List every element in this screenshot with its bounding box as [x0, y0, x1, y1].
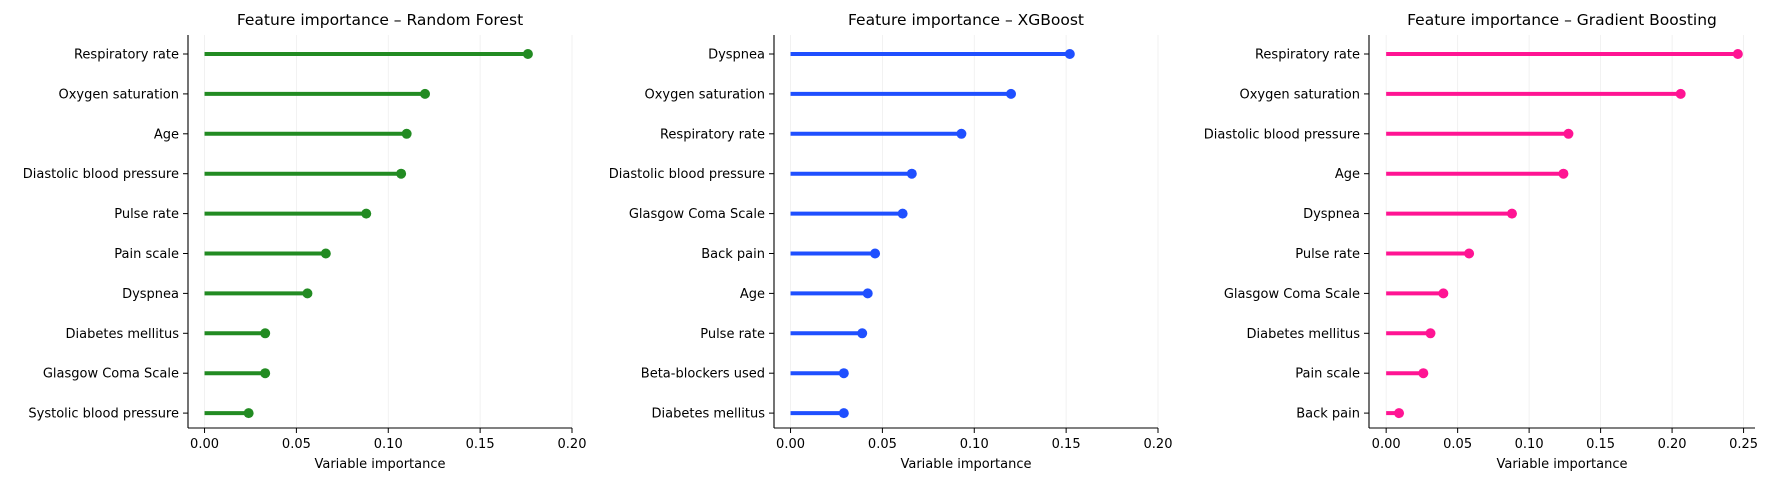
lollipop-dot	[1438, 288, 1449, 299]
x-tick-label: 0.00	[190, 437, 219, 452]
lollipop-dot	[1558, 168, 1569, 179]
y-tick-label: Systolic blood pressure	[28, 407, 179, 422]
chart-title: Feature importance – Random Forest	[237, 11, 523, 29]
lollipop-dot	[870, 248, 881, 259]
lollipop-dot	[906, 168, 917, 179]
y-tick-label: Dyspnea	[1303, 207, 1360, 222]
y-tick-label: Age	[1335, 167, 1360, 182]
lollipop-dot	[857, 328, 868, 339]
x-tick-label: 0.15	[1052, 437, 1081, 452]
y-tick-label: Diabetes mellitus	[66, 327, 180, 342]
chart-panel-0: Feature importance – Random Forest 0.00 0.…	[23, 11, 587, 472]
lollipop-dot	[1563, 128, 1574, 139]
y-tick-label: Pulse rate	[1295, 247, 1360, 262]
x-tick-label: 0.20	[1144, 437, 1173, 452]
y-tick-label: Back pain	[701, 247, 765, 262]
lollipop-dot	[838, 408, 849, 419]
lollipop-dot	[260, 328, 271, 339]
lollipop-dot	[260, 368, 271, 379]
y-tick-label: Back pain	[1296, 407, 1360, 422]
x-tick-label: 0.10	[1515, 437, 1544, 452]
y-tick-label: Age	[740, 287, 765, 302]
y-tick-label: Pain scale	[114, 247, 179, 262]
x-axis-label: Variable importance	[314, 457, 445, 472]
lollipop-dot	[396, 168, 407, 179]
lollipop-dot	[302, 288, 313, 299]
y-tick-label: Diastolic blood pressure	[1204, 127, 1360, 142]
x-axis-label: Variable importance	[1496, 457, 1627, 472]
y-tick-label: Diastolic blood pressure	[23, 167, 179, 182]
y-tick-label: Pulse rate	[700, 327, 765, 342]
y-tick-label: Beta-blockers used	[641, 367, 765, 382]
y-tick-label: Oxygen saturation	[644, 87, 765, 102]
y-tick-label: Glasgow Coma Scale	[1224, 287, 1360, 302]
y-tick-label: Oxygen saturation	[58, 87, 179, 102]
x-tick-label: 0.00	[776, 437, 805, 452]
lollipop-dot	[1675, 88, 1686, 99]
chart-panel-1: Feature importance – XGBoost 0.00 0.05 0.10…	[609, 11, 1173, 472]
y-tick-label: Pulse rate	[114, 207, 179, 222]
lollipop-dot	[401, 128, 412, 139]
lollipop-dot	[243, 408, 254, 419]
lollipop-dot	[838, 368, 849, 379]
lollipop-dot	[1418, 368, 1429, 379]
y-tick-label: Pain scale	[1295, 367, 1360, 382]
y-tick-label: Oxygen saturation	[1239, 87, 1360, 102]
x-tick-label: 0.15	[466, 437, 495, 452]
chart-title: Feature importance – Gradient Boosting	[1407, 11, 1717, 29]
lollipop-dot	[420, 88, 431, 99]
y-tick-label: Diabetes mellitus	[1247, 327, 1361, 342]
chart-title: Feature importance – XGBoost	[848, 11, 1084, 29]
lollipop-dot	[1506, 208, 1517, 219]
lollipop-dot	[522, 49, 533, 59]
y-tick-label: Diabetes mellitus	[652, 407, 766, 422]
lollipop-dot	[897, 208, 908, 219]
x-tick-label: 0.15	[1586, 437, 1615, 452]
lollipop-dot	[1425, 328, 1436, 339]
lollipop-dot	[1464, 248, 1475, 259]
y-tick-label: Dyspnea	[708, 48, 765, 63]
lollipop-dot	[862, 288, 873, 299]
chart-panel-2: Feature importance – Gradient Boosting 0.…	[1204, 11, 1758, 472]
x-axis-label: Variable importance	[900, 457, 1031, 472]
y-tick-label: Age	[154, 127, 179, 142]
x-tick-label: 0.25	[1729, 437, 1758, 452]
x-tick-label: 0.10	[960, 437, 989, 452]
y-tick-label: Respiratory rate	[74, 48, 179, 63]
y-tick-label: Respiratory rate	[1255, 48, 1360, 63]
x-tick-label: 0.05	[1443, 437, 1472, 452]
lollipop-dot	[956, 128, 967, 139]
x-tick-label: 0.20	[1658, 437, 1687, 452]
y-tick-label: Diastolic blood pressure	[609, 167, 765, 182]
lollipop-dot	[320, 248, 331, 259]
x-tick-label: 0.05	[868, 437, 897, 452]
y-tick-label: Glasgow Coma Scale	[43, 367, 179, 382]
x-tick-label: 0.00	[1372, 437, 1401, 452]
lollipop-dot	[1394, 408, 1405, 419]
lollipop-dot	[1732, 49, 1743, 59]
lollipop-dot	[361, 208, 372, 219]
x-tick-label: 0.05	[282, 437, 311, 452]
x-tick-label: 0.20	[558, 437, 587, 452]
y-tick-label: Glasgow Coma Scale	[629, 207, 765, 222]
lollipop-dot	[1064, 49, 1075, 59]
x-tick-label: 0.10	[374, 437, 403, 452]
lollipop-dot	[1006, 88, 1017, 99]
y-tick-label: Respiratory rate	[660, 127, 765, 142]
y-tick-label: Dyspnea	[122, 287, 179, 302]
